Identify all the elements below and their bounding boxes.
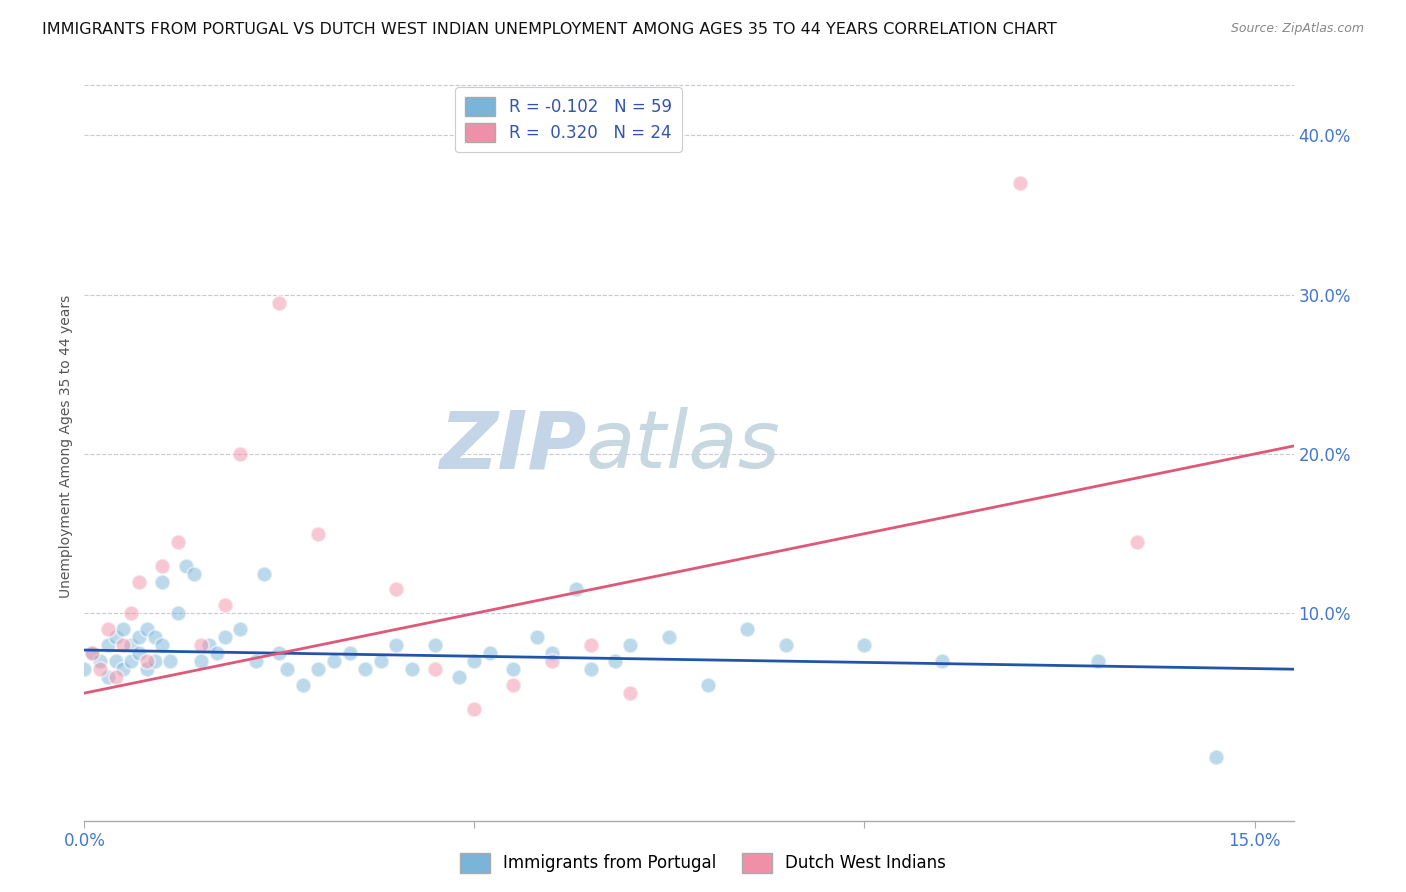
Point bbox=[112, 623, 135, 637]
Point bbox=[269, 646, 291, 660]
Point bbox=[97, 623, 120, 637]
Point bbox=[385, 638, 408, 652]
Point bbox=[214, 599, 236, 613]
Point bbox=[198, 638, 221, 652]
Point bbox=[401, 662, 423, 676]
Point bbox=[128, 574, 150, 589]
Point bbox=[190, 638, 212, 652]
Point bbox=[174, 558, 197, 573]
Point bbox=[167, 534, 190, 549]
Point bbox=[541, 646, 564, 660]
Point bbox=[619, 638, 641, 652]
Point bbox=[463, 654, 485, 668]
Point bbox=[190, 654, 212, 668]
Point bbox=[1087, 654, 1109, 668]
Point bbox=[82, 646, 104, 660]
Point bbox=[89, 662, 111, 676]
Point bbox=[183, 566, 205, 581]
Point bbox=[112, 638, 135, 652]
Point bbox=[697, 678, 720, 692]
Point bbox=[502, 662, 524, 676]
Point bbox=[150, 558, 173, 573]
Point bbox=[120, 654, 142, 668]
Point bbox=[229, 447, 252, 461]
Point bbox=[135, 662, 157, 676]
Point bbox=[323, 654, 346, 668]
Point bbox=[931, 654, 953, 668]
Point bbox=[463, 702, 485, 716]
Point bbox=[291, 678, 314, 692]
Y-axis label: Unemployment Among Ages 35 to 44 years: Unemployment Among Ages 35 to 44 years bbox=[59, 294, 73, 598]
Point bbox=[307, 662, 329, 676]
Point bbox=[128, 630, 150, 644]
Point bbox=[97, 638, 120, 652]
Point bbox=[253, 566, 276, 581]
Point bbox=[97, 670, 120, 684]
Point bbox=[425, 662, 447, 676]
Point bbox=[447, 670, 470, 684]
Point bbox=[245, 654, 267, 668]
Text: atlas: atlas bbox=[586, 407, 780, 485]
Point bbox=[269, 295, 291, 310]
Point bbox=[425, 638, 447, 652]
Point bbox=[143, 654, 166, 668]
Point bbox=[128, 646, 150, 660]
Point bbox=[1010, 176, 1032, 190]
Point bbox=[120, 638, 142, 652]
Point bbox=[82, 646, 104, 660]
Point bbox=[135, 623, 157, 637]
Point bbox=[619, 686, 641, 700]
Legend: Immigrants from Portugal, Dutch West Indians: Immigrants from Portugal, Dutch West Ind… bbox=[454, 847, 952, 880]
Point bbox=[541, 654, 564, 668]
Point bbox=[276, 662, 298, 676]
Point bbox=[370, 654, 392, 668]
Point bbox=[112, 662, 135, 676]
Point bbox=[89, 654, 111, 668]
Point bbox=[214, 630, 236, 644]
Point bbox=[658, 630, 681, 644]
Point bbox=[229, 623, 252, 637]
Point bbox=[135, 654, 157, 668]
Point bbox=[104, 670, 127, 684]
Text: ZIP: ZIP bbox=[439, 407, 586, 485]
Point bbox=[775, 638, 797, 652]
Point bbox=[167, 607, 190, 621]
Point bbox=[853, 638, 876, 652]
Point bbox=[339, 646, 361, 660]
Point bbox=[159, 654, 181, 668]
Point bbox=[104, 654, 127, 668]
Point bbox=[150, 574, 173, 589]
Point bbox=[143, 630, 166, 644]
Point bbox=[1126, 534, 1149, 549]
Point bbox=[603, 654, 626, 668]
Point bbox=[565, 582, 588, 597]
Point bbox=[385, 582, 408, 597]
Point bbox=[737, 623, 759, 637]
Legend: R = -0.102   N = 59, R =  0.320   N = 24: R = -0.102 N = 59, R = 0.320 N = 24 bbox=[456, 87, 682, 153]
Point bbox=[307, 526, 329, 541]
Point bbox=[1205, 750, 1227, 764]
Text: IMMIGRANTS FROM PORTUGAL VS DUTCH WEST INDIAN UNEMPLOYMENT AMONG AGES 35 TO 44 Y: IMMIGRANTS FROM PORTUGAL VS DUTCH WEST I… bbox=[42, 22, 1057, 37]
Point bbox=[502, 678, 524, 692]
Text: Source: ZipAtlas.com: Source: ZipAtlas.com bbox=[1230, 22, 1364, 36]
Point bbox=[73, 662, 96, 676]
Point bbox=[354, 662, 377, 676]
Point bbox=[581, 638, 603, 652]
Point bbox=[526, 630, 548, 644]
Point bbox=[150, 638, 173, 652]
Point bbox=[205, 646, 228, 660]
Point bbox=[104, 630, 127, 644]
Point bbox=[479, 646, 502, 660]
Point bbox=[120, 607, 142, 621]
Point bbox=[581, 662, 603, 676]
